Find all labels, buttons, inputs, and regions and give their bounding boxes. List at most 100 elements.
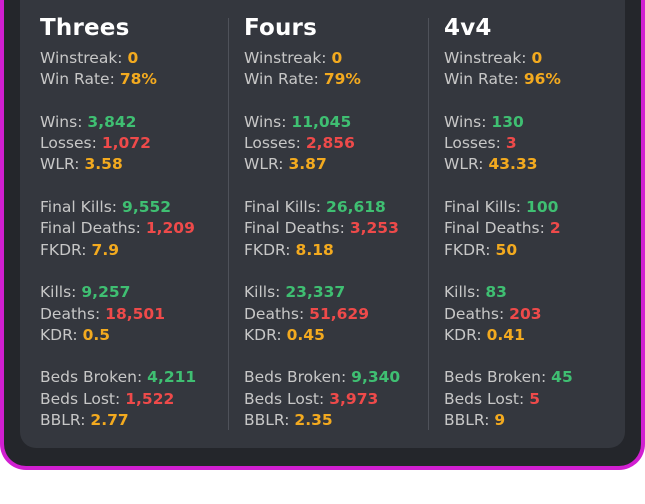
spacer [244, 261, 400, 282]
stats-card-frame: Threes Winstreak: 0 Win Rate: 78% Wins: 3,8… [0, 0, 645, 470]
stat-row-winstreak: Winstreak: 0 [40, 48, 196, 69]
stat-label: Win Rate: [444, 70, 519, 89]
stat-label: Losses: [444, 134, 501, 153]
stat-row-beds-broken: Beds Broken: 45 [444, 367, 573, 388]
stat-label: Winstreak: [40, 49, 123, 67]
stat-value: 0 [531, 49, 543, 67]
stat-label: Wins: [444, 112, 487, 131]
stat-row-deaths: Deaths: 18,501 [40, 304, 196, 325]
stat-label: Kills: [444, 283, 481, 302]
stat-row-kills: Kills: 9,257 [40, 282, 196, 303]
stat-row-final-deaths: Final Deaths: 3,253 [244, 218, 400, 239]
stat-value: 51,629 [309, 304, 369, 323]
stat-label: BBLR: [244, 411, 290, 430]
spacer [444, 91, 573, 112]
stat-value: 0 [127, 49, 139, 67]
stat-label: Losses: [244, 134, 301, 153]
column-divider [228, 18, 229, 430]
stat-row-losses: Losses: 2,856 [244, 133, 400, 154]
stat-label: Winstreak: [244, 49, 327, 67]
stat-label: Winstreak: [444, 49, 527, 67]
stat-label: Deaths: [444, 304, 505, 323]
stat-value: 1,209 [145, 219, 195, 238]
stat-row-final-kills: Final Kills: 9,552 [40, 197, 196, 218]
stat-row-deaths: Deaths: 203 [444, 304, 573, 325]
stat-label: Beds Lost: [444, 389, 525, 408]
stat-row-kills: Kills: 23,337 [244, 282, 400, 303]
stat-label: Final Kills: [40, 198, 118, 217]
stat-label: BBLR: [40, 411, 86, 430]
column-title: Fours [244, 15, 317, 41]
stat-row-wins: Wins: 130 [444, 112, 573, 133]
stat-value: 11,045 [291, 112, 352, 131]
stat-label: Deaths: [244, 304, 305, 323]
spacer [40, 91, 196, 112]
stat-value: 0.45 [286, 325, 325, 344]
spacer [444, 261, 573, 282]
stat-row-wlr: WLR: 3.87 [244, 154, 400, 175]
stat-row-fkdr: FKDR: 7.9 [40, 240, 196, 261]
stat-value: 9,340 [351, 368, 401, 387]
stats-column-4v4: 4v4 Winstreak: 0 Win Rate: 96% Wins: 130 Lo… [444, 14, 573, 431]
stat-row-win-rate: Win Rate: 79% [244, 69, 400, 90]
stats-column-fours: Fours Winstreak: 0 Win Rate: 79% Wins: 11,0… [244, 14, 400, 431]
stat-label: Final Kills: [444, 198, 522, 217]
stat-label: Final Deaths: [40, 219, 141, 238]
stat-value: 9,257 [81, 283, 131, 302]
stat-label: WLR: [244, 155, 284, 174]
stat-row-winstreak: Winstreak: 0 [244, 48, 400, 69]
stat-value: 9,552 [122, 198, 172, 217]
stat-label: Wins: [40, 112, 83, 131]
stat-value: 3,253 [349, 219, 399, 238]
stat-value: 2 [549, 219, 561, 238]
stat-value: 3 [505, 134, 517, 153]
spacer [244, 346, 400, 367]
stat-value: 203 [509, 304, 542, 323]
stat-label: BBLR: [444, 411, 490, 430]
spacer [40, 176, 196, 197]
stat-value: 2.35 [294, 411, 333, 430]
stat-label: FKDR: [244, 240, 291, 259]
stat-row-final-deaths: Final Deaths: 1,209 [40, 218, 196, 239]
stats-column-threes: Threes Winstreak: 0 Win Rate: 78% Wins: 3,8… [40, 14, 196, 431]
stat-row-final-kills: Final Kills: 100 [444, 197, 573, 218]
stat-value: 0 [331, 49, 343, 67]
stat-row-beds-lost: Beds Lost: 1,522 [40, 389, 196, 410]
stat-value: 83 [485, 283, 507, 302]
stat-label: Wins: [244, 112, 287, 131]
stat-row-wins: Wins: 11,045 [244, 112, 400, 133]
stat-row-kdr: KDR: 0.45 [244, 325, 400, 346]
stat-label: WLR: [40, 155, 80, 174]
stat-label: Beds Broken: [444, 368, 547, 387]
stat-value: 130 [491, 112, 524, 131]
stat-row-wlr: WLR: 3.58 [40, 154, 196, 175]
stat-label: Beds Broken: [40, 368, 143, 387]
stat-value: 2.77 [90, 411, 129, 430]
stat-row-win-rate: Win Rate: 78% [40, 69, 196, 90]
stat-row-bblr: BBLR: 9 [444, 410, 573, 431]
stat-row-final-kills: Final Kills: 26,618 [244, 197, 400, 218]
stat-label: FKDR: [40, 240, 87, 259]
stat-value: 23,337 [285, 283, 346, 302]
stat-row-beds-lost: Beds Lost: 3,973 [244, 389, 400, 410]
stat-label: Final Deaths: [444, 219, 545, 238]
stat-value: 26,618 [326, 198, 386, 217]
stat-row-losses: Losses: 1,072 [40, 133, 196, 154]
stat-label: KDR: [244, 325, 282, 344]
stat-label: Deaths: [40, 304, 101, 323]
stat-value: 3.87 [288, 155, 327, 174]
stat-label: Win Rate: [244, 70, 319, 89]
spacer [444, 176, 573, 197]
stat-row-deaths: Deaths: 51,629 [244, 304, 400, 325]
stat-value: 4,211 [147, 368, 197, 387]
stat-row-beds-broken: Beds Broken: 4,211 [40, 367, 196, 388]
stat-value: 1,072 [101, 134, 151, 153]
stat-value: 50 [495, 240, 518, 259]
stat-value: 9 [494, 411, 506, 430]
stat-row-win-rate: Win Rate: 96% [444, 69, 573, 90]
stat-value: 43.33 [488, 155, 538, 174]
stat-label: Beds Lost: [244, 389, 325, 408]
stat-label: Final Kills: [244, 198, 322, 217]
stat-value: 2,856 [305, 134, 355, 153]
stat-value: 3,842 [87, 112, 137, 131]
